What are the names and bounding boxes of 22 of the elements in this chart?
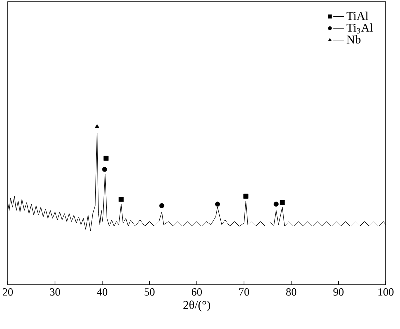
x-tick-label: 50 xyxy=(144,288,155,296)
legend-label: TiAl xyxy=(346,12,369,20)
x-tick-label: 30 xyxy=(50,288,60,296)
x-tick-label: 90 xyxy=(334,288,344,296)
point xyxy=(118,197,124,202)
point xyxy=(102,167,108,172)
legend-label: Ti$_{3}$Al xyxy=(346,24,374,34)
x-axis-title: 2θ/(°) xyxy=(184,300,210,312)
x-tick-label: 40 xyxy=(97,288,108,296)
point xyxy=(104,156,109,162)
x-tick-label: 60 xyxy=(192,288,202,296)
x-tick-label: 70 xyxy=(239,288,250,296)
x-tick-label: 100 xyxy=(378,288,394,296)
x-tick-label: 80 xyxy=(286,288,297,296)
point xyxy=(244,194,249,199)
point xyxy=(95,124,100,128)
point xyxy=(280,200,286,206)
point xyxy=(274,202,279,207)
point xyxy=(160,203,165,208)
x-tick-label: 20 xyxy=(3,288,14,296)
legend-label: Nb xyxy=(346,35,361,44)
point xyxy=(215,202,220,207)
